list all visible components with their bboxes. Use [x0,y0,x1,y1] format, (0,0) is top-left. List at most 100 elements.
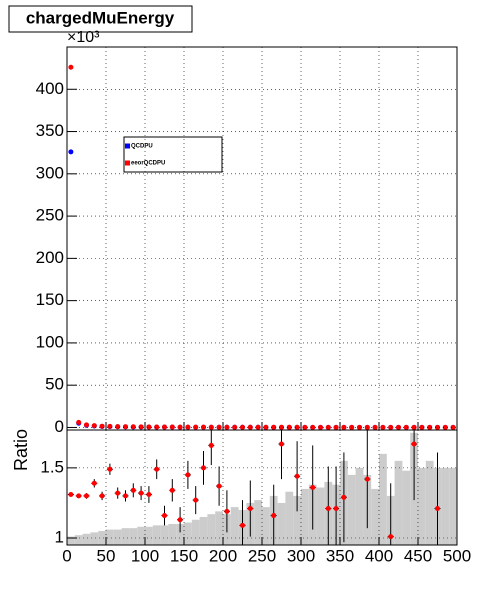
histogram-bar [90,532,99,545]
histogram-bar [98,530,106,545]
histogram-bar [418,467,426,545]
marker [341,494,347,500]
y-tick-label: 50 [45,375,64,394]
marker [279,424,284,430]
y-tick-label: 1 [55,527,64,546]
marker [185,424,191,430]
y-axis-label: Ratio [11,429,31,471]
marker [146,492,152,498]
marker [240,424,245,430]
marker [193,424,199,430]
marker [271,513,277,519]
histogram-bar [394,460,403,545]
marker [154,424,160,430]
x-tick-label: 0 [62,546,71,565]
y-tick-label: 150 [36,290,64,309]
marker [91,480,97,486]
marker [138,424,144,430]
y-tick-label: 300 [36,163,64,182]
histogram-bar [277,502,286,545]
marker [185,472,191,478]
marker [76,419,82,425]
marker [310,424,316,430]
histogram-bar [152,525,161,545]
marker [154,466,160,472]
marker [450,424,456,430]
marker [294,473,300,479]
histogram-bar [355,467,364,545]
marker [162,513,167,519]
marker [68,149,74,155]
marker [247,506,253,512]
marker [302,424,308,430]
marker [216,483,222,489]
title-box [8,5,193,33]
histogram-bar [191,519,200,545]
x-tick-label: 150 [170,546,198,565]
x-tick-label: 100 [131,546,159,565]
marker [76,493,82,499]
marker [84,422,89,428]
marker [193,497,199,503]
marker [333,424,339,430]
histogram-bar [82,533,91,545]
marker [271,424,277,430]
marker [99,493,105,499]
marker [84,493,89,499]
histogram-bar [347,474,356,545]
histogram-bar [441,467,450,545]
histogram-bar [207,514,216,545]
marker [107,466,113,472]
x-tick-label: 50 [97,546,116,565]
histogram-bar [215,511,223,545]
marker [279,441,284,447]
marker [364,476,370,482]
histogram-bar [449,467,457,545]
chart-title: chargedMuEnergy [26,8,175,27]
marker [146,424,152,430]
marker [442,424,448,430]
plot-frame [66,429,458,546]
histogram-bar [129,528,138,545]
marker [388,424,394,430]
histogram-bar [402,470,411,545]
marker [138,490,144,496]
histogram-bar [145,526,153,545]
histogram-bar [199,516,208,545]
histogram-bar [184,522,192,545]
marker [224,424,230,430]
x-tick-label: 450 [404,546,432,565]
x-tick-label: 300 [287,546,315,565]
marker [286,424,292,430]
marker [68,64,74,70]
histogram-bar [106,529,114,545]
marker [91,423,97,429]
histogram-bar [176,523,184,545]
marker [325,424,331,430]
marker [162,424,167,430]
marker [255,424,261,430]
marker [177,517,183,523]
histogram-bar [137,526,145,545]
histogram-bar [301,488,309,545]
marker [115,424,121,430]
marker [435,506,440,512]
histogram-bar [371,488,379,545]
y-tick-label: 400 [36,79,64,98]
marker [208,442,214,448]
legend-swatch [125,160,130,166]
y-tick-label: 100 [36,332,64,351]
marker [130,487,136,493]
y-scale-label: ×10³ [67,29,100,46]
legend-label: eeorQCDPU [131,161,165,167]
x-tick-label: 250 [248,546,276,565]
marker [177,424,183,430]
marker [224,508,230,514]
marker [201,424,206,430]
marker [99,423,105,429]
marker [123,424,128,430]
y-tick-label: 350 [36,121,64,140]
marker [318,424,323,430]
marker [310,485,316,490]
x-tick-label: 200 [209,546,237,565]
